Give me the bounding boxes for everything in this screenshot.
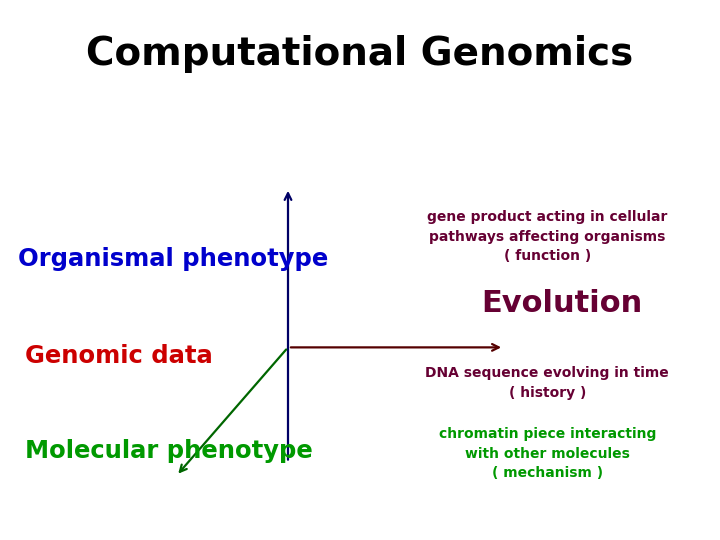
Text: Computational Genomics: Computational Genomics [86,35,634,73]
Text: Genomic data: Genomic data [25,344,212,368]
Text: Organismal phenotype: Organismal phenotype [18,247,328,271]
Text: Evolution: Evolution [481,288,642,318]
Text: DNA sequence evolving in time
( history ): DNA sequence evolving in time ( history … [426,366,669,400]
Text: gene product acting in cellular
pathways affecting organisms
( function ): gene product acting in cellular pathways… [427,210,667,263]
Text: chromatin piece interacting
with other molecules
( mechanism ): chromatin piece interacting with other m… [438,427,656,480]
Text: Molecular phenotype: Molecular phenotype [25,440,313,463]
